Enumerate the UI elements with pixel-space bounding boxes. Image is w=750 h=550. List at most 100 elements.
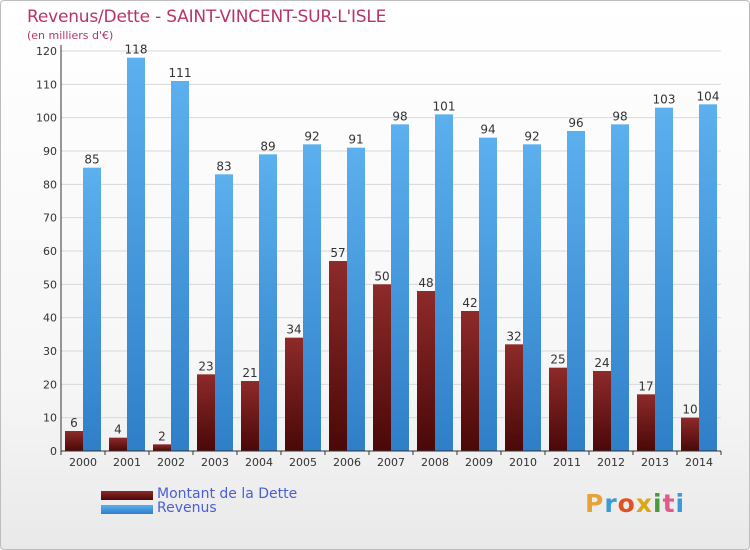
y-tick-label-100: 100 [36, 112, 57, 125]
logo-letter: t [662, 489, 676, 518]
y-tick-label-120: 120 [36, 45, 57, 58]
y-axis: 0 10 20 30 40 50 60 70 80 90 100 110 120 [36, 45, 62, 458]
bar-revenus-2010 [523, 144, 541, 452]
value-label-revenus-2002: 111 [169, 66, 192, 80]
bar-dette-2010 [505, 344, 523, 451]
logo-letter: P [585, 489, 605, 518]
x-tick-label-2005: 2005 [289, 456, 317, 469]
bar-revenus-2013 [655, 107, 673, 452]
x-tick-label-2013: 2013 [641, 456, 669, 469]
x-tick-label-2007: 2007 [377, 456, 405, 469]
value-label-revenus-2012: 98 [612, 109, 627, 123]
bar-revenus-2005 [303, 144, 321, 452]
y-tick-label-10: 10 [43, 412, 57, 425]
y-tick-label-20: 20 [43, 378, 57, 391]
x-tick-label-2000: 2000 [69, 456, 97, 469]
bar-dette-2011 [549, 367, 567, 451]
value-label-revenus-2013: 103 [653, 93, 676, 107]
value-label-revenus-2014: 104 [697, 89, 720, 103]
bar-dette-2005 [285, 337, 303, 451]
value-label-dette-2000: 6 [70, 416, 78, 430]
bar-dette-2014 [681, 417, 699, 451]
bar-revenus-2008 [435, 114, 453, 451]
value-label-dette-2013: 17 [638, 379, 653, 393]
logo-letter: i [653, 489, 663, 518]
y-tick-label-80: 80 [43, 178, 57, 191]
proxiti-logo: Proxiti [585, 489, 685, 518]
x-tick-label-2006: 2006 [333, 456, 361, 469]
value-label-dette-2010: 32 [506, 329, 521, 343]
x-axis: 2000 2001 2002 2003 2004 2005 2006 2007 2008 2009… [60, 450, 722, 469]
x-tick-label-2002: 2002 [157, 456, 185, 469]
bar-dette-2002 [153, 444, 171, 451]
x-tick-label-2003: 2003 [201, 456, 229, 469]
value-label-dette-2014: 10 [682, 403, 697, 417]
legend-swatch-revenus [101, 505, 153, 514]
bar-revenus-2006 [347, 147, 365, 451]
y-tick-label-50: 50 [43, 278, 57, 291]
bar-dette-2013 [637, 394, 655, 451]
y-tick-label-40: 40 [43, 312, 57, 325]
logo-letter: x [635, 489, 653, 518]
x-tick-label-2014: 2014 [685, 456, 713, 469]
x-tick-label-2009: 2009 [465, 456, 493, 469]
chart-title: Revenus/Dette - SAINT-VINCENT-SUR-L'ISLE [27, 7, 387, 27]
legend-label-dette: Montant de la Dette [157, 486, 298, 502]
y-tick-label-70: 70 [43, 212, 57, 225]
y-tick-label-0: 0 [50, 445, 57, 458]
bar-dette-2007 [373, 284, 391, 451]
bar-revenus-2003 [215, 174, 233, 452]
value-label-revenus-2011: 96 [568, 116, 583, 130]
bar-revenus-2004 [259, 154, 277, 452]
value-label-dette-2003: 23 [198, 359, 213, 373]
value-label-revenus-2004: 89 [260, 139, 275, 153]
bar-dette-2004 [241, 381, 259, 451]
bar-revenus-2014 [699, 104, 717, 451]
y-tick-label-30: 30 [43, 345, 57, 358]
bar-dette-2008 [417, 291, 435, 451]
legend-label-revenus: Revenus [157, 500, 217, 516]
value-label-revenus-2009: 94 [480, 123, 495, 137]
legend-swatch-dette [101, 491, 153, 500]
value-label-revenus-2008: 101 [433, 99, 456, 113]
chart-subtitle: (en milliers d'€) [27, 29, 114, 42]
bar-dette-2012 [593, 371, 611, 451]
value-label-dette-2004: 21 [242, 366, 257, 380]
bar-revenus-2000 [83, 167, 101, 451]
bar-dette-2009 [461, 311, 479, 451]
x-tick-label-2010: 2010 [509, 456, 537, 469]
value-label-dette-2008: 48 [418, 276, 433, 290]
bar-dette-2003 [197, 374, 215, 451]
x-tick-label-2004: 2004 [245, 456, 273, 469]
value-label-dette-2002: 2 [158, 429, 166, 443]
value-label-revenus-2007: 98 [392, 109, 407, 123]
bar-revenus-2007 [391, 124, 409, 451]
value-label-dette-2006: 57 [330, 246, 345, 260]
bar-revenus-2011 [567, 131, 585, 451]
x-tick-label-2011: 2011 [553, 456, 581, 469]
logo-letter: r [604, 489, 618, 518]
x-tick-label-2012: 2012 [597, 456, 625, 469]
value-label-dette-2011: 25 [550, 353, 565, 367]
value-label-revenus-2006: 91 [348, 133, 363, 147]
bar-dette-2000 [65, 431, 83, 451]
value-label-dette-2009: 42 [462, 296, 477, 310]
value-label-revenus-2000: 85 [84, 153, 99, 167]
bar-revenus-2002 [171, 81, 189, 451]
bar-dette-2006 [329, 261, 347, 451]
x-tick-label-2001: 2001 [113, 456, 141, 469]
logo-letter: o [617, 489, 636, 518]
value-label-revenus-2005: 92 [304, 129, 319, 143]
bar-revenus-2012 [611, 124, 629, 451]
value-label-revenus-2001: 118 [125, 43, 148, 57]
value-label-dette-2001: 4 [114, 423, 122, 437]
logo-letter: i [675, 489, 686, 518]
y-tick-label-90: 90 [43, 145, 57, 158]
value-label-revenus-2010: 92 [524, 129, 539, 143]
y-tick-label-110: 110 [36, 78, 57, 91]
value-label-dette-2005: 34 [286, 323, 301, 337]
value-label-revenus-2003: 83 [216, 159, 231, 173]
bar-dette-2001 [109, 437, 127, 451]
